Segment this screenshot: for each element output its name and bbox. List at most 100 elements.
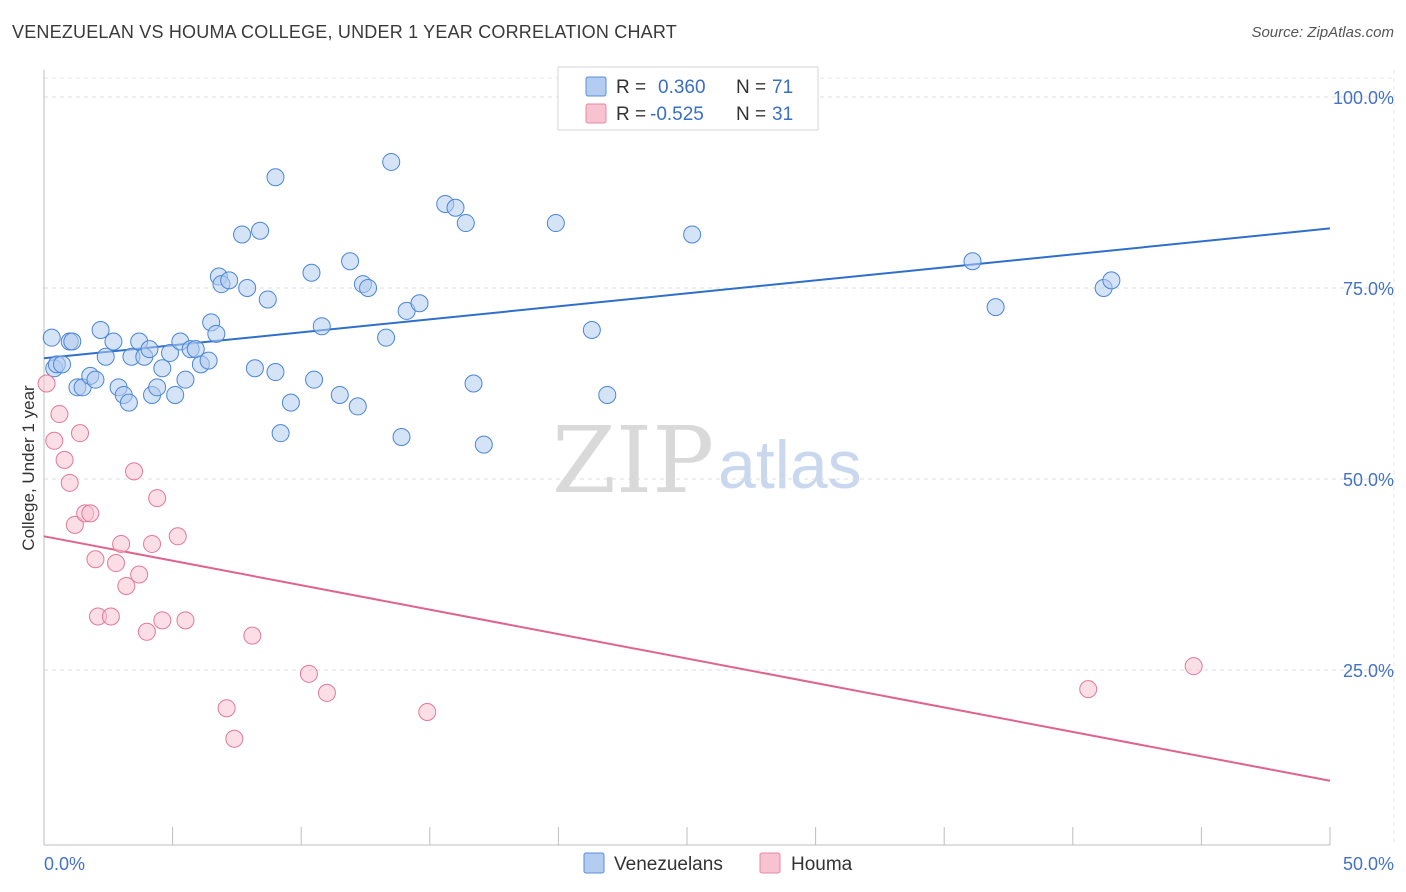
data-point <box>464 374 483 393</box>
legend-row-venezuelans: R = 0.360 N = 71 <box>585 76 793 98</box>
legend-n-value: 71 <box>772 77 793 98</box>
data-point <box>199 351 218 370</box>
data-point <box>86 370 105 389</box>
data-point <box>348 397 367 416</box>
data-points <box>37 152 1203 748</box>
data-point <box>245 359 264 378</box>
data-point <box>112 534 131 553</box>
data-point <box>258 290 277 309</box>
data-point <box>266 168 285 187</box>
data-point <box>96 347 115 366</box>
data-point <box>148 489 167 508</box>
data-point <box>986 298 1005 317</box>
data-point <box>168 527 187 546</box>
data-point <box>446 198 465 217</box>
legend-n-value: 31 <box>772 104 793 125</box>
series-houma <box>37 374 1203 748</box>
data-point <box>377 328 396 347</box>
data-point <box>392 427 411 446</box>
y-tick-labels: 25.0% 50.0% 75.0% 100.0% <box>1333 88 1394 681</box>
legend-r-label: R = <box>616 77 646 98</box>
data-point <box>1184 657 1203 676</box>
data-point <box>176 611 195 630</box>
axes <box>43 70 1331 846</box>
data-point <box>266 363 285 382</box>
data-point <box>598 385 617 404</box>
data-point <box>271 424 290 443</box>
data-point <box>148 378 167 397</box>
data-point <box>53 355 72 374</box>
data-point <box>50 405 69 424</box>
data-point <box>55 450 74 469</box>
chart-title: VENEZUELAN VS HOUMA COLLEGE, UNDER 1 YEA… <box>12 22 677 42</box>
watermark-zip: ZIP <box>552 407 714 514</box>
data-point <box>176 370 195 389</box>
y-tick-label: 50.0% <box>1343 470 1394 490</box>
data-point <box>104 332 123 351</box>
bottom-legend-swatch-houma <box>759 852 781 874</box>
x-tick-label-max: 50.0% <box>1343 854 1394 874</box>
data-point <box>60 473 79 492</box>
data-point <box>220 271 239 290</box>
data-point <box>456 214 475 233</box>
data-point <box>153 611 172 630</box>
data-point <box>207 324 226 343</box>
data-point <box>683 225 702 244</box>
data-point <box>359 279 378 297</box>
y-axis-title: College, Under 1 year <box>19 385 38 551</box>
data-point <box>86 550 105 569</box>
data-point <box>546 214 565 233</box>
data-point <box>341 252 360 271</box>
bottom-legend-venezuelans: Venezuelans <box>614 854 723 875</box>
y-tick-label: 25.0% <box>1343 661 1394 681</box>
series-venezuelans <box>42 152 1121 454</box>
data-point <box>1079 680 1098 699</box>
data-point <box>312 317 331 336</box>
bottom-legend-houma: Houma <box>791 854 853 875</box>
legend-r-value: -0.525 <box>650 104 704 125</box>
data-point <box>281 393 300 412</box>
data-point <box>107 554 126 573</box>
trend-line-houma <box>43 535 1331 782</box>
legend-box: R = 0.360 N = 71 R = -0.525 N = 31 <box>557 66 819 131</box>
data-point <box>63 332 82 351</box>
data-point <box>166 385 185 404</box>
bottom-legend: Venezuelans Houma <box>583 852 853 875</box>
data-point <box>243 626 262 645</box>
data-point <box>130 565 149 584</box>
data-point <box>225 729 244 748</box>
source-label: Source: ZipAtlas.com <box>1251 24 1394 41</box>
data-point <box>119 393 138 412</box>
data-point <box>418 703 437 722</box>
watermark-atlas: atlas <box>718 427 862 503</box>
data-point <box>963 252 982 271</box>
data-point <box>153 359 172 378</box>
data-point <box>65 515 84 534</box>
trend-lines <box>43 227 1331 782</box>
data-point <box>299 664 318 683</box>
legend-r-value: 0.360 <box>658 77 706 98</box>
data-point <box>410 294 429 313</box>
data-point <box>582 321 601 340</box>
data-point <box>101 607 120 626</box>
legend-r-label: R = <box>616 104 646 125</box>
data-point <box>251 221 270 240</box>
legend-swatch-venezuelans <box>585 76 607 97</box>
data-point <box>217 699 236 718</box>
data-point <box>1102 271 1121 290</box>
data-point <box>161 343 180 362</box>
data-point <box>330 385 349 404</box>
data-point <box>91 321 110 340</box>
data-point <box>137 622 156 641</box>
data-point <box>238 279 257 297</box>
y-tick-label: 75.0% <box>1343 279 1394 299</box>
data-point <box>143 534 162 553</box>
data-point <box>81 504 100 523</box>
legend-swatch-houma <box>585 103 607 124</box>
y-tick-label: 100.0% <box>1333 88 1394 108</box>
watermark: ZIP atlas <box>552 407 862 514</box>
legend-n-label: N = <box>736 77 766 98</box>
data-point <box>302 263 321 282</box>
bottom-legend-swatch-venezuelans <box>583 852 605 874</box>
